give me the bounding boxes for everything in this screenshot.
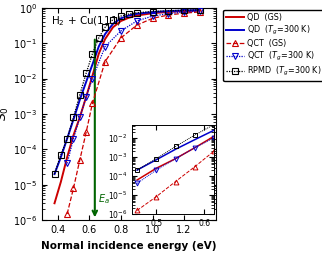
Legend: QD  (GS), QD  ($T_g$=300 K), QCT  (GS), QCT  ($T_g$=300 K), RPMD  ($T_g$=300 K): QD (GS), QD ($T_g$=300 K), QCT (GS), QCT… bbox=[223, 9, 322, 81]
Text: $E_a$: $E_a$ bbox=[98, 192, 110, 206]
Y-axis label: $S_0$: $S_0$ bbox=[0, 106, 11, 121]
Text: H$_2$ + Cu(111): H$_2$ + Cu(111) bbox=[51, 14, 121, 28]
X-axis label: Normal incidence energy (eV): Normal incidence energy (eV) bbox=[41, 241, 217, 251]
